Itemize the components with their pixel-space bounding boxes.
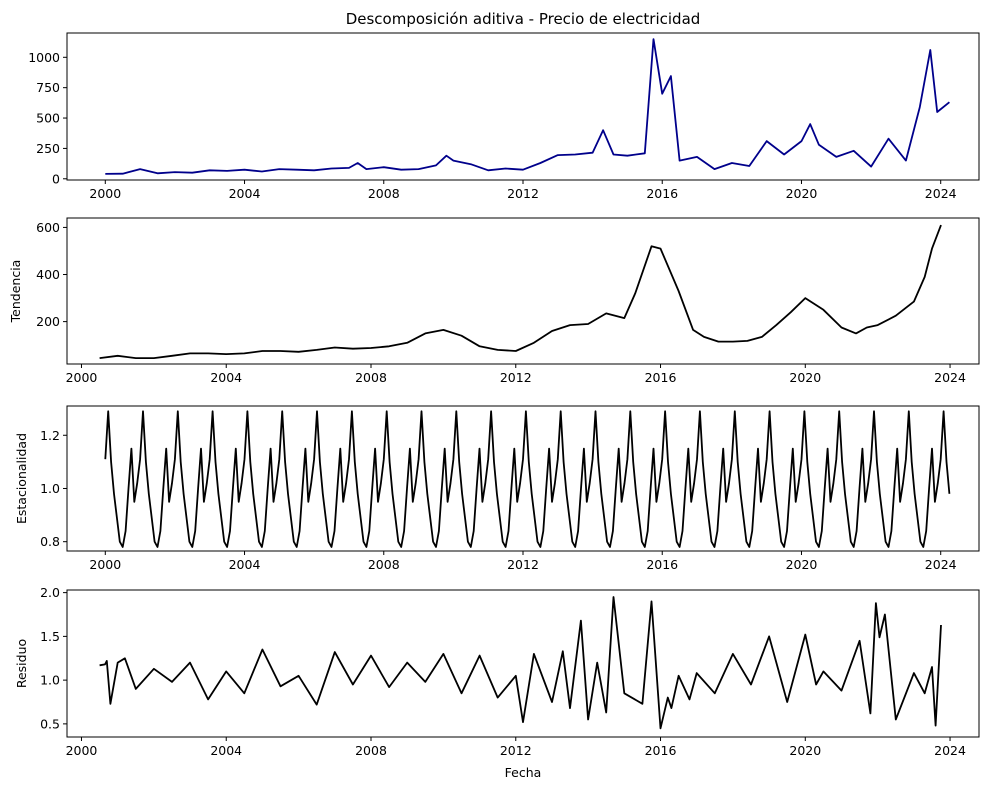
x-tick-label: 2012	[507, 557, 539, 572]
series-line-0	[105, 38, 950, 175]
x-tick-label: 2012	[500, 370, 532, 385]
x-tick-label: 2004	[229, 186, 261, 201]
panel-observed: 2000 2004 2008 2012 2016 2020 2024 0 250 500 750 10…	[28, 10, 980, 201]
panel-trend: 2000 2004 2008 2012 2016 2020 2024 200 400 600 Ten…	[8, 217, 980, 385]
x-tick-label: 2024	[934, 743, 966, 758]
x-tick-label: 2000	[66, 743, 98, 758]
y-tick-label: 400	[36, 267, 60, 282]
x-tick-label: 2020	[789, 743, 821, 758]
x-tick-label: 2016	[645, 743, 677, 758]
y-tick-label: 500	[36, 111, 60, 126]
x-tick-label: 2024	[934, 370, 966, 385]
axes-frame	[66, 405, 980, 552]
x-tick-label: 2008	[368, 186, 400, 201]
axes-frame	[66, 32, 980, 181]
x-tick-label: 2008	[368, 557, 400, 572]
panel-residual: 2000 2004 2008 2012 2016 2020 2024 0.5 1.0 1.5 2.0…	[14, 585, 980, 780]
y-tick-label: 1.0	[40, 673, 60, 688]
x-axis-label: Fecha	[505, 765, 542, 780]
x-tick-label: 2020	[789, 370, 821, 385]
x-tick-label: 2004	[210, 370, 242, 385]
y-tick-label: 1.0	[40, 481, 60, 496]
y-axis-label: Residuo	[14, 639, 29, 688]
y-tick-label: 750	[36, 80, 60, 95]
x-tick-label: 2012	[507, 186, 539, 201]
chart-title: Descomposición aditiva - Precio de elect…	[346, 10, 701, 28]
x-tick-label: 2004	[210, 743, 242, 758]
x-tick-label: 2020	[786, 557, 818, 572]
panel-seasonal: 2000 2004 2008 2012 2016 2020 2024 0.8 1.0 1.2 Est…	[14, 405, 980, 572]
series-line-0	[99, 224, 942, 360]
y-tick-label: 0.8	[40, 534, 60, 549]
x-tick-label: 2000	[89, 186, 121, 201]
y-axis-label: Estacionalidad	[14, 433, 29, 524]
series-line-0	[104, 410, 951, 548]
y-tick-label: 200	[36, 314, 60, 329]
y-tick-label: 0.5	[40, 716, 60, 731]
x-tick-label: 2024	[925, 186, 957, 201]
x-tick-label: 2012	[500, 743, 532, 758]
y-tick-label: 1.5	[40, 629, 60, 644]
x-tick-label: 2024	[925, 557, 957, 572]
x-tick-label: 2000	[66, 370, 98, 385]
y-tick-label: 1000	[28, 50, 60, 65]
x-tick-label: 2020	[786, 186, 818, 201]
y-axis-label: Tendencia	[8, 260, 23, 324]
series-line-0	[99, 596, 942, 730]
y-tick-label: 2.0	[40, 585, 60, 600]
x-tick-label: 2000	[89, 557, 121, 572]
y-tick-label: 250	[36, 141, 60, 156]
y-tick-label: 1.2	[40, 428, 60, 443]
x-tick-label: 2004	[229, 557, 261, 572]
x-tick-label: 2016	[646, 186, 678, 201]
x-tick-label: 2016	[645, 370, 677, 385]
axes-frame	[66, 217, 980, 365]
x-tick-label: 2008	[355, 370, 387, 385]
y-tick-label: 0	[52, 171, 60, 186]
x-tick-label: 2016	[646, 557, 678, 572]
axes-frame	[66, 589, 980, 738]
y-tick-label: 600	[36, 220, 60, 235]
x-tick-label: 2008	[355, 743, 387, 758]
